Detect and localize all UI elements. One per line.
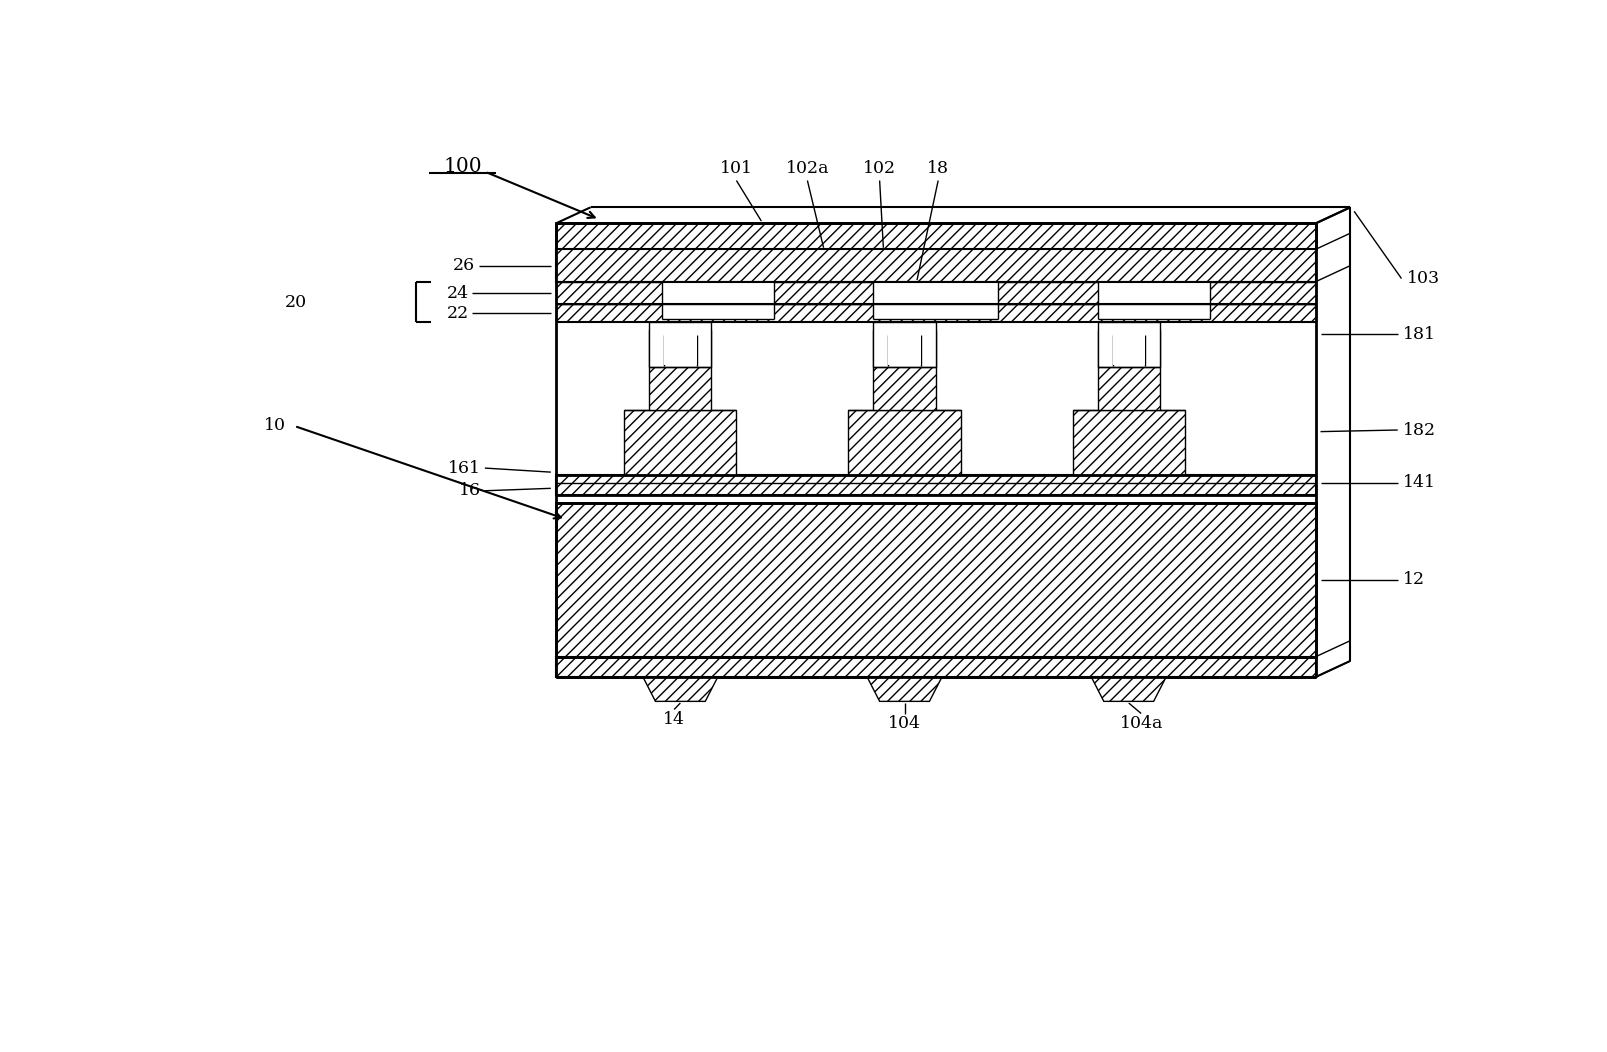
Bar [1162, 330, 1184, 410]
Polygon shape [1098, 322, 1160, 367]
Text: 181: 181 [1403, 326, 1435, 343]
Polygon shape [643, 677, 718, 702]
Bar [714, 330, 736, 410]
Bar [556, 474, 1316, 494]
Bar [624, 410, 736, 474]
Bar [662, 282, 775, 319]
Polygon shape [664, 336, 696, 365]
Text: 101: 101 [720, 160, 754, 177]
Text: 26: 26 [453, 257, 476, 275]
Bar [1098, 330, 1160, 410]
Text: 24: 24 [447, 285, 469, 302]
Text: 20: 20 [284, 294, 307, 310]
Bar [649, 330, 712, 410]
Bar [556, 656, 1316, 677]
Bar [937, 330, 961, 410]
Bar [556, 223, 1316, 249]
Bar [1073, 330, 1096, 410]
Text: 161: 161 [448, 460, 480, 477]
Polygon shape [649, 322, 712, 367]
Polygon shape [873, 322, 935, 367]
Bar [1098, 282, 1210, 319]
Bar [556, 249, 1316, 282]
Bar [556, 503, 1316, 656]
Text: 22: 22 [447, 305, 469, 322]
Bar [1073, 410, 1184, 474]
Text: 104: 104 [889, 714, 921, 732]
Text: 104a: 104a [1120, 714, 1163, 732]
Text: 100: 100 [444, 157, 482, 177]
Text: 141: 141 [1403, 474, 1435, 491]
Polygon shape [868, 677, 942, 702]
Bar [556, 282, 1316, 304]
Bar [873, 330, 935, 410]
Text: 103: 103 [1406, 270, 1440, 287]
Text: 182: 182 [1403, 422, 1435, 439]
Polygon shape [889, 336, 921, 365]
Text: 102: 102 [863, 160, 897, 177]
Text: 14: 14 [664, 711, 685, 728]
Bar [624, 330, 648, 410]
Text: 10: 10 [264, 418, 286, 434]
Bar [556, 322, 1316, 474]
Bar [848, 410, 961, 474]
Text: 16: 16 [460, 482, 480, 500]
Text: 12: 12 [1403, 571, 1425, 588]
Bar [848, 330, 873, 410]
Bar [556, 304, 1316, 322]
Text: 18: 18 [927, 160, 950, 177]
Text: 102a: 102a [786, 160, 829, 177]
Bar [874, 282, 998, 319]
Polygon shape [1091, 677, 1167, 702]
Polygon shape [1112, 336, 1144, 365]
